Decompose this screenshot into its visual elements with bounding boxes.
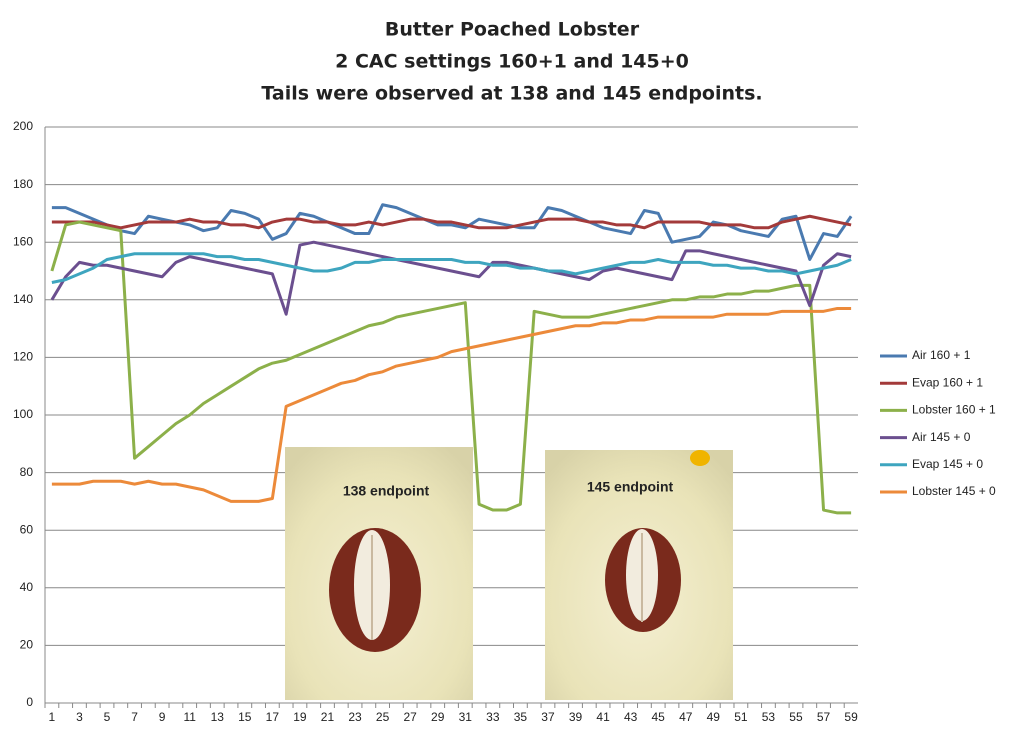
line-series (51, 252, 852, 284)
x-tick-label: 19 (293, 710, 307, 724)
legend-label: Air 145 + 0 (912, 430, 971, 444)
y-tick-label: 40 (20, 580, 34, 594)
x-tick-label: 5 (104, 710, 111, 724)
x-tick-label: 59 (844, 710, 858, 724)
y-tick-label: 0 (26, 695, 33, 709)
x-tick-label: 21 (321, 710, 335, 724)
legend-label: Evap 145 + 0 (912, 457, 983, 471)
y-tick-label: 180 (13, 177, 33, 191)
x-tick-label: 39 (569, 710, 583, 724)
y-tick-label: 60 (20, 522, 34, 536)
chart-title: Tails were observed at 138 and 145 endpo… (261, 83, 762, 105)
y-tick-label: 120 (13, 350, 33, 364)
x-tick-label: 41 (596, 710, 610, 724)
chart-title: Butter Poached Lobster (385, 19, 640, 41)
x-tick-label: 9 (159, 710, 166, 724)
x-tick-label: 11 (183, 710, 196, 724)
line-series (51, 214, 852, 230)
legend-label: Lobster 160 + 1 (912, 403, 996, 417)
x-tick-label: 31 (459, 710, 473, 724)
x-tick-label: 37 (541, 710, 555, 724)
annotation: 145 endpoint (587, 479, 674, 495)
line-series (51, 203, 853, 261)
x-tick-label: 45 (652, 710, 666, 724)
annotation: 138 endpoint (343, 483, 430, 499)
x-tick-label: 23 (348, 710, 362, 724)
x-tick-label: 25 (376, 710, 390, 724)
x-tick-label: 55 (789, 710, 803, 724)
line-series (50, 220, 852, 515)
legend-label: Lobster 145 + 0 (912, 484, 996, 498)
x-tick-label: 13 (211, 710, 225, 724)
x-tick-label: 57 (817, 710, 831, 724)
x-tick-label: 43 (624, 710, 638, 724)
x-tick-label: 7 (131, 710, 138, 724)
x-tick-label: 15 (238, 710, 252, 724)
legend-label: Evap 160 + 1 (912, 375, 983, 389)
y-tick-label: 160 (13, 234, 33, 248)
x-tick-label: 51 (734, 710, 748, 724)
x-tick-label: 17 (266, 710, 280, 724)
x-tick-label: 53 (762, 710, 776, 724)
photo (545, 450, 733, 700)
y-tick-label: 200 (13, 119, 33, 133)
line-series (51, 306, 852, 503)
x-tick-label: 1 (49, 710, 56, 724)
x-tick-label: 35 (514, 710, 528, 724)
y-tick-label: 140 (13, 292, 33, 306)
x-tick-label: 27 (403, 710, 417, 724)
legend-label: Air 160 + 1 (912, 348, 971, 362)
chart-title: 2 CAC settings 160+1 and 145+0 (335, 51, 689, 73)
x-tick-label: 49 (707, 710, 721, 724)
x-tick-label: 3 (76, 710, 83, 724)
y-tick-label: 100 (13, 407, 33, 421)
x-tick-label: 33 (486, 710, 500, 724)
y-tick-label: 20 (20, 638, 34, 652)
x-tick-label: 47 (679, 710, 693, 724)
y-tick-label: 80 (20, 465, 34, 479)
line-series (50, 240, 852, 316)
x-tick-label: 29 (431, 710, 445, 724)
photo (285, 447, 473, 700)
